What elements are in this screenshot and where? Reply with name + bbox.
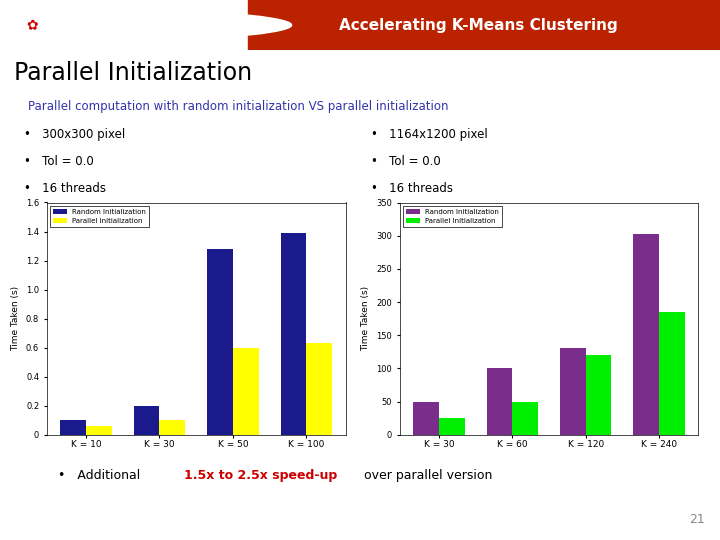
Bar [439,418,464,435]
Legend: Random Initialization, Parallel Initialization: Random Initialization, Parallel Initiali… [403,206,502,227]
Text: Parallel Initialization: Parallel Initialization [14,61,253,85]
Text: over parallel version: over parallel version [360,469,492,482]
Bar [86,426,112,435]
Text: 21: 21 [689,513,705,526]
Legend: Random Initialization, Parallel Initialization: Random Initialization, Parallel Initiali… [50,206,149,227]
Text: 1.5x to 2.5x speed-up: 1.5x to 2.5x speed-up [184,469,337,482]
Text: •   Tol = 0.0: • Tol = 0.0 [24,155,94,168]
Text: Parallel computation with random initialization VS parallel initialization: Parallel computation with random initial… [28,100,449,113]
Text: Accelerating K-Means Clustering: Accelerating K-Means Clustering [339,18,618,32]
Bar [659,312,685,435]
Text: •   Tol = 0.0: • Tol = 0.0 [371,155,441,168]
Text: ✿: ✿ [27,18,38,32]
Text: •   16 threads: • 16 threads [24,182,107,195]
Bar [281,233,306,435]
Text: •   Additional: • Additional [58,469,144,482]
Bar [306,343,332,435]
Bar [487,368,513,435]
Text: •   16 threads: • 16 threads [371,182,453,195]
Bar [160,420,185,435]
Y-axis label: Time Taken (s): Time Taken (s) [361,286,371,351]
Text: Northeastern University: Northeastern University [56,18,225,32]
Text: •   300x300 pixel: • 300x300 pixel [24,128,125,141]
Bar [134,406,160,435]
Bar [513,402,538,435]
Bar [60,420,86,435]
Bar [413,402,439,435]
Bar [248,0,720,50]
Bar [634,234,659,435]
Y-axis label: Time Taken (s): Time Taken (s) [12,286,20,351]
Bar [233,348,258,435]
Bar [560,348,585,435]
Circle shape [0,7,292,43]
Bar [585,355,611,435]
Text: •   1164x1200 pixel: • 1164x1200 pixel [371,128,487,141]
Bar [207,249,233,435]
